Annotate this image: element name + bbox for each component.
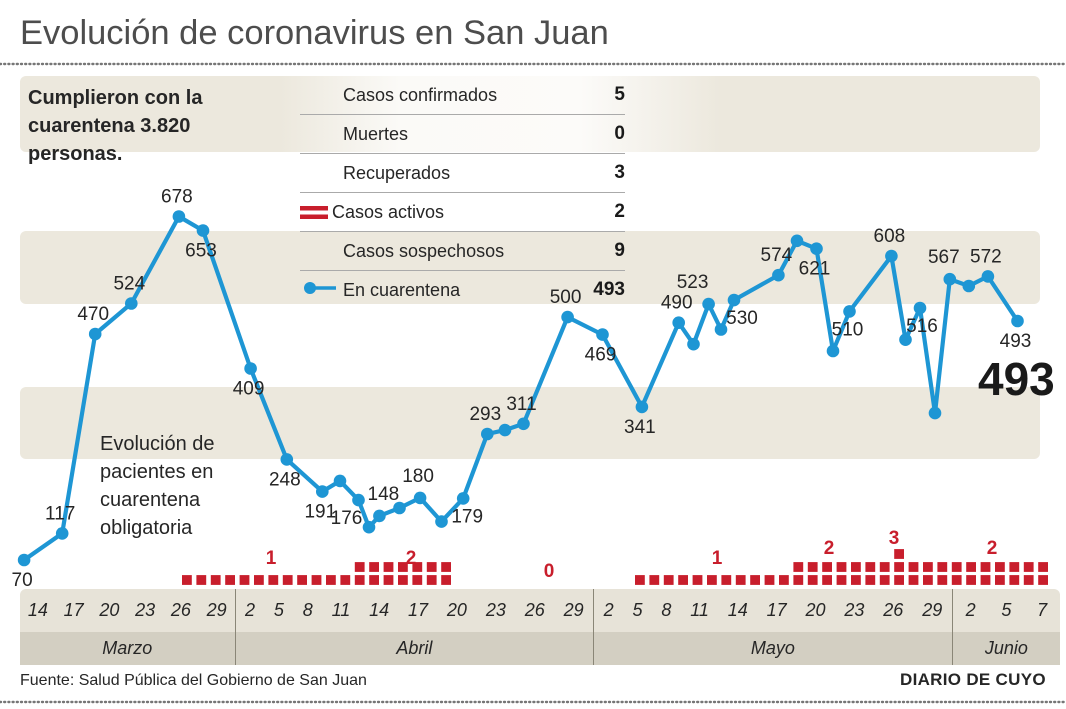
svg-text:0: 0 [544, 561, 555, 582]
svg-text:3: 3 [889, 528, 900, 549]
svg-text:2: 2 [987, 538, 998, 559]
svg-text:1: 1 [712, 548, 723, 569]
svg-text:2: 2 [824, 538, 835, 559]
svg-text:2: 2 [406, 548, 417, 569]
svg-text:1: 1 [266, 548, 277, 569]
